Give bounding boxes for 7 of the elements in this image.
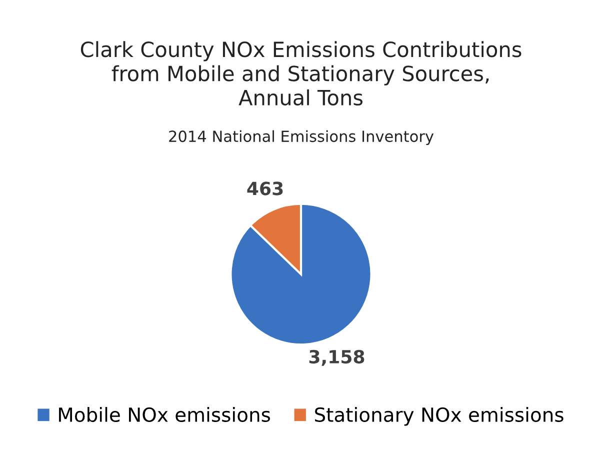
legend-label: Stationary NOx emissions <box>315 406 564 426</box>
chart-subtitle: 2014 National Emissions Inventory <box>169 130 434 146</box>
legend-label: Mobile NOx emissions <box>59 406 270 422</box>
chart-title: Clark County NOx Emissions Contributions from Mobile and Stationary Sources, Annual Tons <box>80 41 522 106</box>
pie-slice <box>230 202 372 346</box>
data-label: 463 <box>247 182 283 196</box>
data-label: 3,158 <box>309 350 364 366</box>
